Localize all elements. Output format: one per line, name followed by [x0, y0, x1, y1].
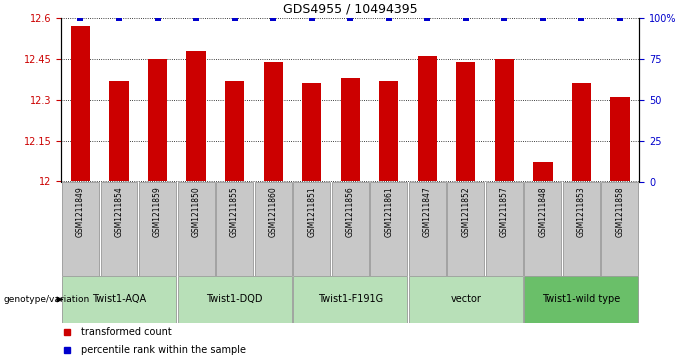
- Text: GSM1211861: GSM1211861: [384, 186, 393, 237]
- Bar: [418, 56, 437, 182]
- Text: Twist1-DQD: Twist1-DQD: [206, 294, 263, 305]
- Bar: [601, 182, 639, 276]
- Text: GSM1211855: GSM1211855: [230, 186, 239, 237]
- Bar: [486, 182, 523, 276]
- Bar: [263, 62, 283, 182]
- Text: GSM1211852: GSM1211852: [461, 186, 471, 237]
- Text: GSM1211853: GSM1211853: [577, 186, 586, 237]
- Text: GSM1211857: GSM1211857: [500, 186, 509, 237]
- Text: Twist1-F191G: Twist1-F191G: [318, 294, 383, 305]
- Bar: [611, 97, 630, 182]
- Bar: [101, 182, 137, 276]
- Bar: [177, 276, 292, 323]
- Text: GSM1211847: GSM1211847: [423, 186, 432, 237]
- Bar: [225, 81, 244, 182]
- Text: GSM1211850: GSM1211850: [192, 186, 201, 237]
- Bar: [447, 182, 484, 276]
- Text: GSM1211848: GSM1211848: [539, 186, 547, 237]
- Text: GSM1211856: GSM1211856: [345, 186, 355, 237]
- Title: GDS4955 / 10494395: GDS4955 / 10494395: [283, 3, 418, 16]
- Bar: [62, 276, 176, 323]
- Text: vector: vector: [450, 294, 481, 305]
- Text: GSM1211858: GSM1211858: [615, 186, 624, 237]
- Bar: [409, 182, 446, 276]
- Bar: [379, 81, 398, 182]
- Bar: [139, 182, 176, 276]
- Bar: [572, 83, 591, 182]
- Text: transformed count: transformed count: [82, 327, 172, 337]
- Bar: [293, 276, 407, 323]
- Bar: [332, 182, 369, 276]
- Text: GSM1211849: GSM1211849: [76, 186, 85, 237]
- Text: percentile rank within the sample: percentile rank within the sample: [82, 345, 246, 355]
- Text: GSM1211854: GSM1211854: [114, 186, 124, 237]
- Text: GSM1211859: GSM1211859: [153, 186, 162, 237]
- Text: Twist1-AQA: Twist1-AQA: [92, 294, 146, 305]
- Text: genotype/variation: genotype/variation: [3, 295, 90, 304]
- Bar: [148, 59, 167, 182]
- Bar: [254, 182, 292, 276]
- Text: GSM1211851: GSM1211851: [307, 186, 316, 237]
- Bar: [563, 182, 600, 276]
- Bar: [302, 83, 321, 182]
- Bar: [494, 59, 514, 182]
- Bar: [62, 182, 99, 276]
- Bar: [216, 182, 253, 276]
- Bar: [177, 182, 215, 276]
- Bar: [293, 182, 330, 276]
- Text: Twist1-wild type: Twist1-wild type: [542, 294, 621, 305]
- Bar: [533, 162, 552, 182]
- Bar: [524, 182, 562, 276]
- Bar: [524, 276, 639, 323]
- Bar: [370, 182, 407, 276]
- Bar: [109, 81, 129, 182]
- Bar: [341, 78, 360, 182]
- Text: GSM1211860: GSM1211860: [269, 186, 277, 237]
- Bar: [409, 276, 523, 323]
- Bar: [456, 62, 475, 182]
- Bar: [186, 51, 205, 182]
- Bar: [71, 26, 90, 182]
